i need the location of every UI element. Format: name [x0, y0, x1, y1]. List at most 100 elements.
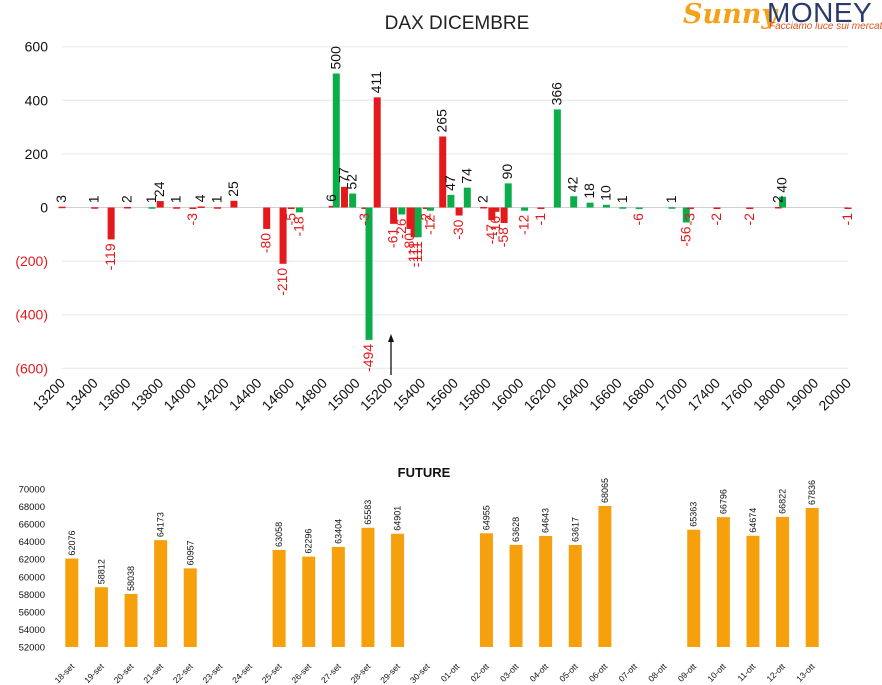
future-x-tick-label: 02-ott — [468, 661, 491, 684]
dax-bar-value-label: -3 — [356, 213, 372, 226]
future-x-tick-label: 07-ott — [616, 661, 639, 684]
dax-bar-value-label: -58 — [495, 227, 511, 247]
future-bar-value-label: 58038 — [126, 566, 136, 591]
future-y-tick-label: 54000 — [19, 625, 45, 636]
dax-bar-value-label: -2 — [417, 213, 433, 226]
future-bar-value-label: 64674 — [748, 508, 758, 533]
future-x-tick-label: 13-ott — [794, 661, 817, 684]
future-bar-value-label: 64643 — [541, 508, 551, 533]
dax-bar-value-label: 3 — [53, 195, 69, 203]
future-bar-value-label: 63404 — [333, 519, 343, 544]
future-y-tick-label: 56000 — [19, 607, 45, 618]
dax-bar-value-label: -210 — [274, 268, 290, 296]
dax-x-tick-label: 15000 — [324, 375, 363, 414]
dax-green-bar — [521, 207, 529, 211]
future-bar — [776, 516, 790, 647]
future-bar — [687, 529, 701, 647]
dax-red-bar — [287, 207, 295, 209]
future-bar — [746, 535, 760, 647]
future-y-tick-label: 62000 — [19, 555, 45, 566]
dax-red-bar — [844, 207, 852, 209]
dax-x-axis: 1320013400136001380014000142001440014600… — [29, 375, 854, 414]
dax-bar-value-label: 2 — [769, 195, 785, 203]
dax-x-tick-label: 14800 — [291, 375, 330, 414]
dax-red-bar — [173, 207, 181, 209]
dax-red-bar — [328, 205, 336, 208]
future-data-labels: 62076 58812 58038 64173 60957 63058 62296 63404… — [67, 478, 817, 591]
dax-red-bar — [91, 207, 99, 209]
future-x-tick-label: 04-ott — [528, 661, 551, 684]
dax-red-bar — [713, 207, 721, 209]
dax-bar-value-label: -494 — [360, 344, 376, 372]
dax-red-bar — [455, 207, 463, 216]
future-bar — [65, 558, 79, 647]
future-y-axis: 70000 68000 66000 64000 62000 60000 58000 56000… — [19, 485, 45, 654]
future-x-tick-label: 24-set — [230, 661, 254, 685]
future-y-tick-label: 64000 — [19, 537, 45, 548]
future-bar-value-label: 67836 — [807, 480, 817, 505]
future-bar — [272, 549, 286, 647]
dax-bar-value-label: 1 — [168, 195, 184, 203]
future-x-axis: 18-set 19-set 20-set 21-set 22-set 23-set 24-s… — [52, 661, 817, 685]
future-bar — [539, 536, 553, 647]
dax-bar-value-label: 10 — [597, 185, 613, 201]
future-x-tick-label: 10-ott — [705, 661, 728, 684]
dax-green-bar — [682, 207, 690, 223]
future-x-tick-label: 11-ott — [735, 661, 757, 683]
dax-green-bar — [635, 207, 643, 210]
dax-bar-value-label: 1 — [663, 195, 679, 203]
future-y-tick-label: 66000 — [19, 520, 45, 531]
sunny-money-logo: Sunny MONEY Facciamo luce sui mercati — [683, 0, 882, 34]
dax-x-tick-label: 16000 — [488, 375, 527, 414]
dax-bar-value-label: -3 — [184, 213, 200, 226]
dax-bar-value-label: -80 — [401, 233, 417, 253]
dax-x-tick-label: 15400 — [390, 375, 429, 414]
future-bar — [598, 505, 612, 647]
dax-bar-value-label: -16 — [487, 216, 503, 236]
dax-bar-value-label: -6 — [630, 213, 646, 226]
future-x-tick-label: 20-set — [112, 661, 136, 685]
dax-red-bar — [422, 207, 430, 209]
dax-red-bar — [480, 206, 488, 209]
dax-green-bar — [365, 207, 373, 340]
dax-bar-value-label: 1 — [614, 195, 630, 203]
dax-y-tick-label: (200) — [15, 253, 48, 269]
dax-bar-value-label: 6 — [323, 194, 339, 202]
dax-bar-value-label: -30 — [450, 219, 466, 239]
future-y-tick-label: 60000 — [19, 572, 45, 583]
dax-bar-value-label: 411 — [368, 71, 384, 94]
dax-x-tick-label: 13600 — [95, 375, 134, 414]
dax-x-tick-label: 17400 — [684, 375, 723, 414]
dax-green-bar — [570, 196, 578, 208]
dax-bar-value-label: -18 — [290, 216, 306, 236]
dax-red-bar — [500, 207, 508, 224]
future-bar-value-label: 65583 — [363, 500, 373, 525]
dax-bar-value-label: 18 — [581, 183, 597, 199]
dax-bar-value-label: -47 — [483, 224, 499, 244]
dax-x-tick-label: 14600 — [259, 375, 298, 414]
future-x-tick-label: 29-set — [378, 661, 402, 685]
dax-bar-value-label: 1 — [209, 195, 225, 203]
dax-y-tick-label: 600 — [25, 39, 49, 55]
dax-bar-value-label: 1 — [86, 195, 102, 203]
dax-y-tick-label: 200 — [25, 146, 49, 162]
dax-bar-value-label: -111 — [405, 241, 421, 267]
dax-red-bar — [107, 207, 115, 240]
dax-bar-value-label: -1 — [839, 213, 855, 226]
dax-bar-value-label: 47 — [442, 175, 458, 191]
future-bar-value-label: 64955 — [481, 505, 491, 530]
dax-bar-value-label: -61 — [385, 228, 401, 248]
dax-red-bar — [406, 207, 414, 229]
future-y-tick-label: 58000 — [19, 590, 45, 601]
future-x-tick-label: 21-set — [141, 661, 165, 685]
future-bar-value-label: 63058 — [274, 522, 284, 547]
future-bar-value-label: 63628 — [511, 517, 521, 542]
future-bar — [509, 544, 523, 647]
future-y-tick-label: 68000 — [19, 502, 45, 513]
dax-x-tick-label: 20000 — [815, 375, 854, 414]
strike-arrow-annotation — [388, 334, 394, 375]
dax-red-bar — [439, 136, 447, 208]
dax-x-tick-label: 13400 — [62, 375, 101, 414]
dax-bar-value-label: 2 — [475, 195, 491, 203]
future-bar — [154, 540, 168, 647]
